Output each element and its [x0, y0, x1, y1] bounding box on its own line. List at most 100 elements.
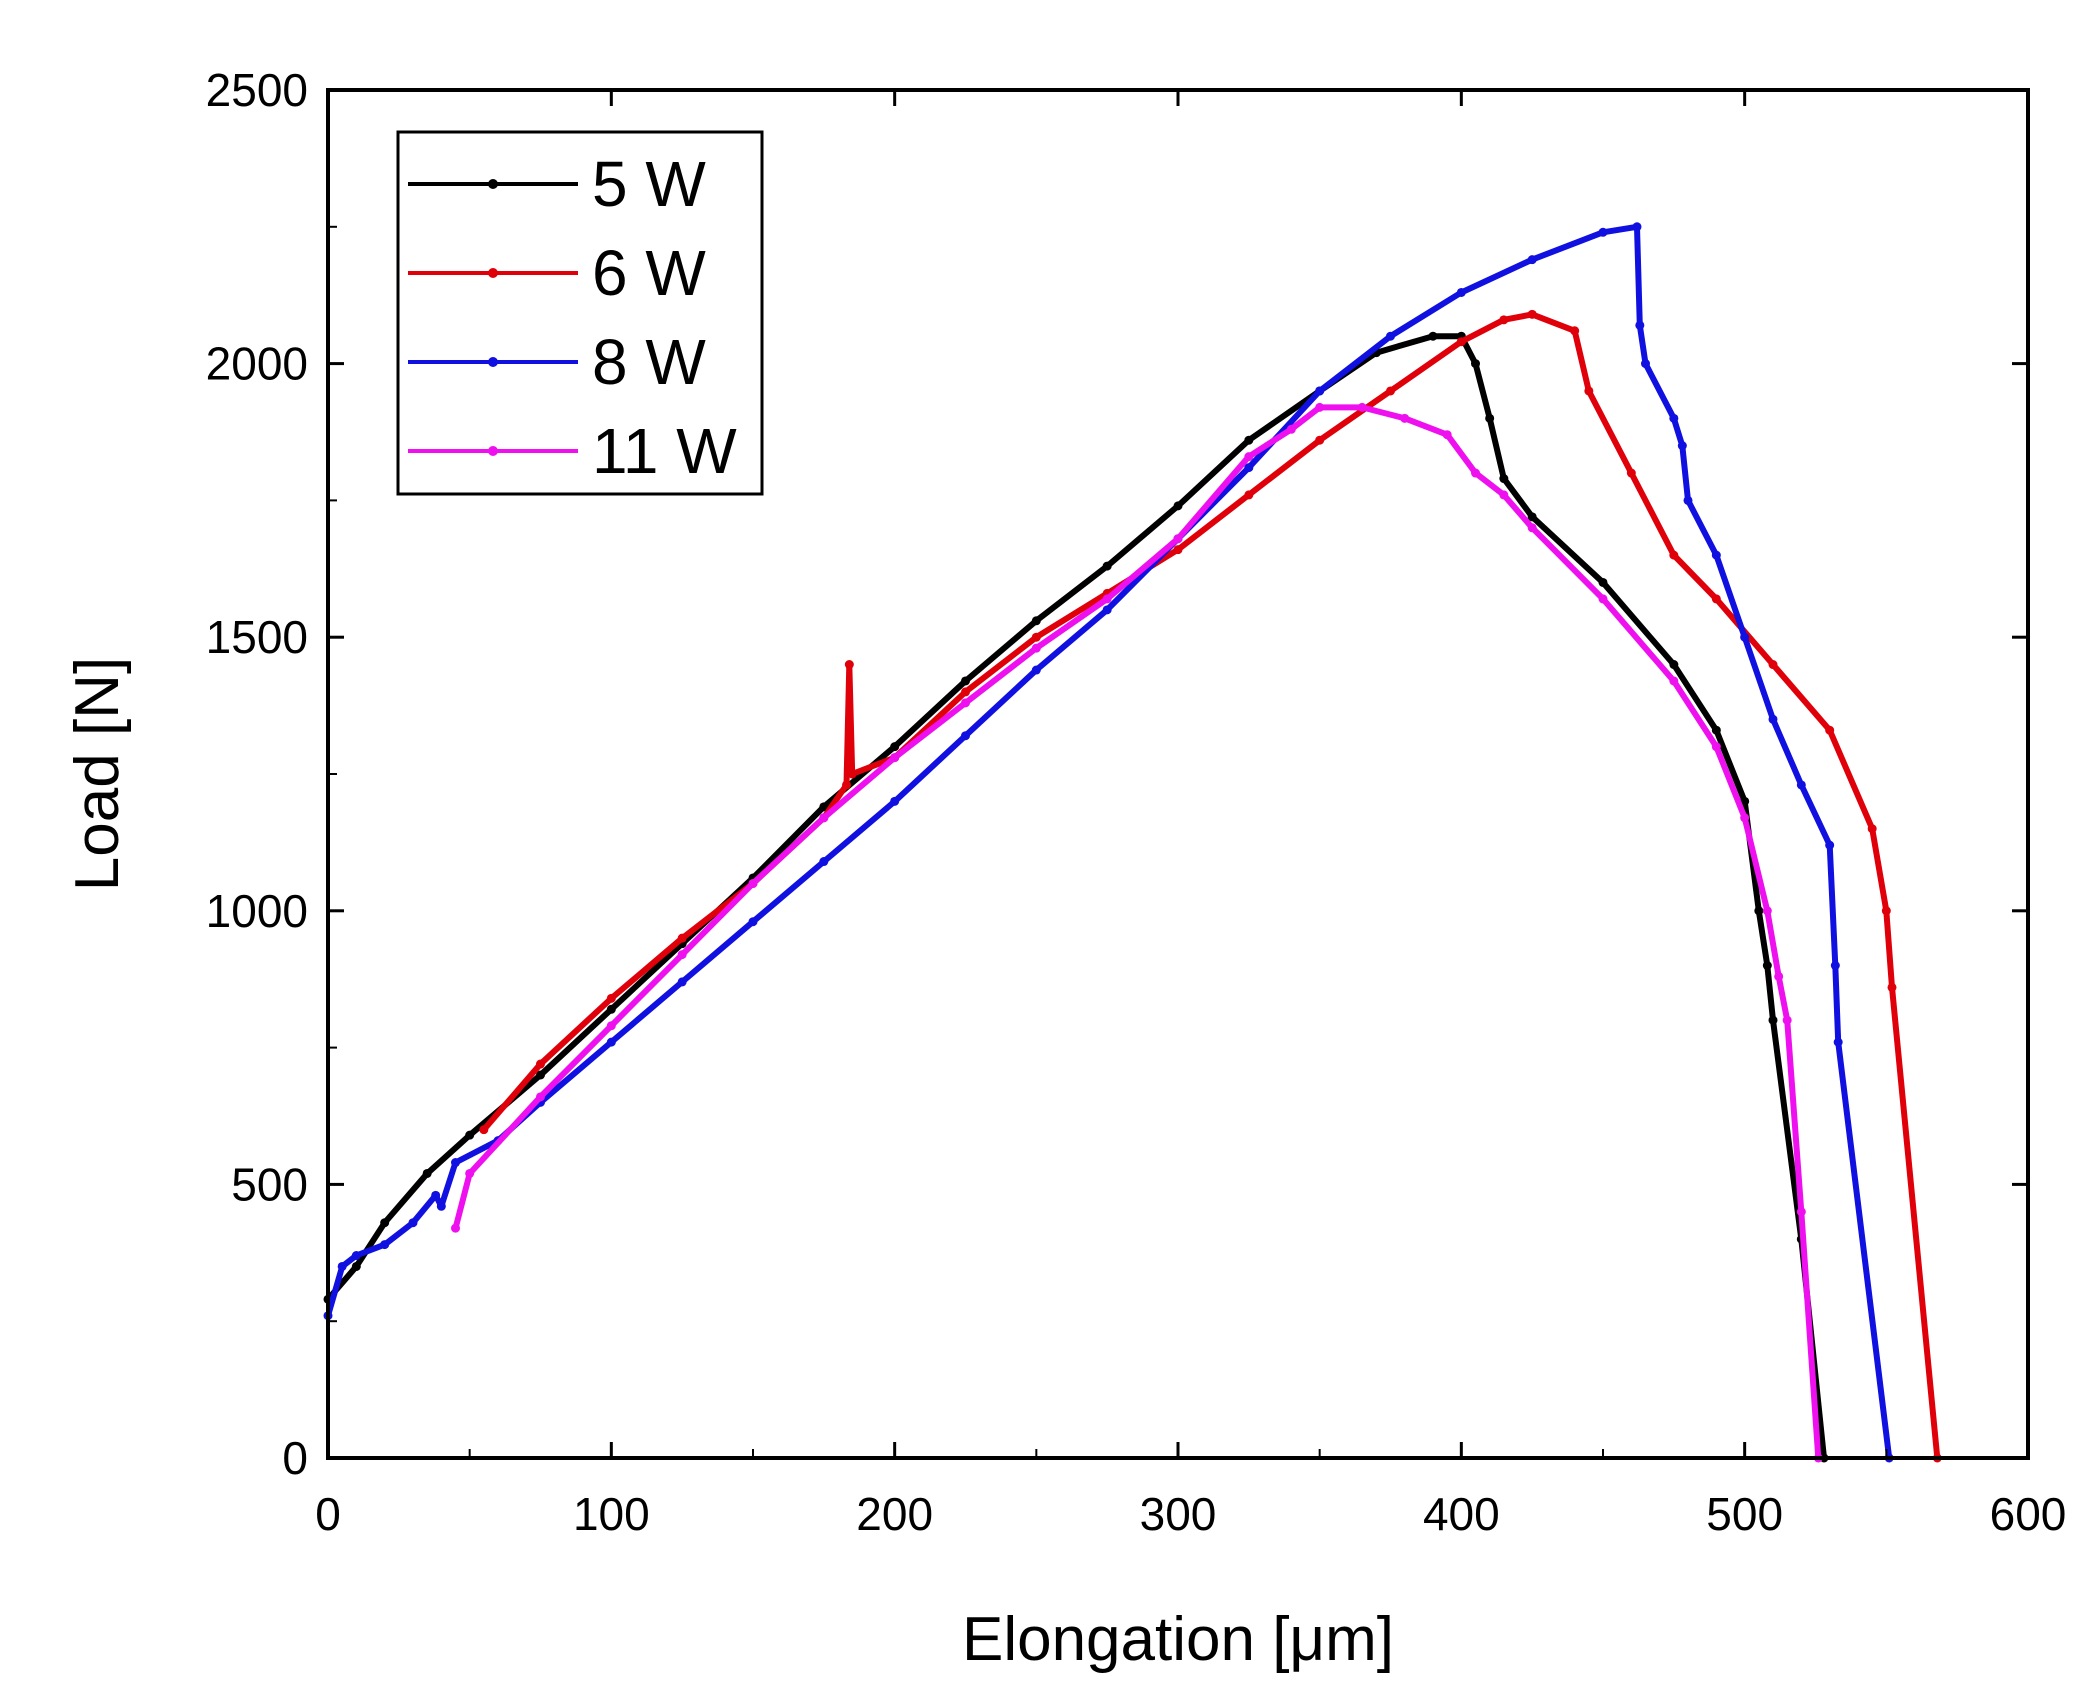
data-point-8w — [1598, 227, 1608, 237]
data-point-6w — [1669, 550, 1679, 560]
legend-box — [396, 130, 764, 496]
data-point-6w — [1626, 468, 1636, 478]
data-point-11w — [1173, 534, 1183, 544]
data-point-5w — [1244, 435, 1254, 445]
data-point-5w — [1428, 331, 1438, 341]
data-point-8w — [1768, 714, 1778, 724]
data-point-8w — [1456, 287, 1466, 297]
data-point-6w — [677, 933, 687, 943]
data-point-5w — [1598, 577, 1608, 587]
data-point-5w — [1485, 413, 1495, 423]
legend-label-5w: 5 W — [592, 148, 706, 220]
data-point-11w — [1527, 523, 1537, 533]
data-point-8w — [408, 1218, 418, 1228]
data-point-5w — [1173, 501, 1183, 511]
data-point-6w — [1315, 435, 1325, 445]
y-tick-label: 1500 — [206, 611, 308, 663]
data-point-11w — [1711, 742, 1721, 752]
data-point-6w — [1456, 337, 1466, 347]
data-point-5w — [1740, 796, 1750, 806]
data-point-6w — [1570, 326, 1580, 336]
data-point-11w — [1762, 906, 1772, 916]
data-point-6w — [1887, 982, 1897, 992]
data-point-6w — [1881, 906, 1891, 916]
data-point-11w — [819, 813, 829, 823]
data-point-8w — [819, 857, 829, 867]
data-point-5w — [536, 1070, 545, 1080]
data-point-11w — [1669, 676, 1679, 686]
data-point-8w — [1825, 840, 1835, 850]
data-point-8w — [1830, 961, 1840, 971]
data-point-8w — [890, 796, 900, 806]
data-point-11w — [1598, 594, 1608, 604]
data-point-6w — [847, 769, 857, 779]
data-point-11w — [1774, 971, 1784, 981]
legend-label-6w: 6 W — [592, 237, 706, 309]
data-point-5w — [465, 1130, 475, 1140]
data-point-11w — [1499, 490, 1509, 500]
data-point-11w — [890, 753, 900, 763]
data-point-6w — [844, 660, 854, 670]
data-point-6w — [1499, 315, 1509, 325]
data-point-8w — [1669, 413, 1679, 423]
x-tick-label: 600 — [1990, 1488, 2067, 1540]
legend-marker-5w — [488, 179, 498, 189]
data-point-5w — [961, 676, 970, 686]
legend-marker-11w — [488, 446, 498, 456]
data-point-6w — [479, 1125, 489, 1135]
data-point-5w — [1499, 474, 1509, 484]
data-point-5w — [1768, 1015, 1778, 1025]
x-tick-label: 400 — [1423, 1488, 1500, 1540]
tick-layer: 0 100 200 300 400 500 600 0 500 1000 1500 2000 2500 — [206, 64, 2067, 1540]
data-point-5w — [1762, 961, 1772, 971]
data-point-8w — [1833, 1037, 1843, 1047]
data-point-6w — [842, 780, 851, 790]
data-point-11w — [1286, 424, 1296, 434]
x-axis-title: Elongation [μm] — [962, 1605, 1394, 1674]
data-point-8w — [1677, 441, 1687, 451]
data-point-11w — [1031, 643, 1041, 653]
data-point-5w — [1754, 906, 1764, 916]
data-point-11w — [1315, 402, 1325, 412]
data-point-5w — [606, 1004, 616, 1014]
data-point-6w — [1584, 386, 1594, 396]
data-point-11w — [748, 878, 758, 888]
data-point-5w — [1711, 725, 1721, 735]
data-point-11w — [1400, 413, 1410, 423]
data-point-8w — [1683, 495, 1693, 505]
legend-marker-8w — [488, 357, 498, 367]
y-tick-label: 2500 — [206, 64, 308, 116]
data-point-5w — [1031, 616, 1041, 626]
data-point-11w — [606, 1021, 616, 1031]
data-point-11w — [677, 950, 687, 960]
data-point-11w — [465, 1168, 475, 1178]
data-point-11w — [451, 1223, 460, 1233]
data-point-11w — [1102, 594, 1112, 604]
data-point-6w — [1768, 660, 1778, 670]
data-point-6w — [606, 993, 616, 1003]
data-point-11w — [1244, 452, 1254, 462]
legend-label-8w: 8 W — [592, 326, 706, 398]
data-point-8w — [1740, 632, 1750, 642]
data-point-11w — [1782, 1015, 1792, 1025]
data-point-8w — [1641, 359, 1650, 369]
data-point-5w — [1102, 561, 1112, 571]
data-point-8w — [1244, 463, 1254, 473]
x-tick-label: 0 — [315, 1488, 341, 1540]
data-point-5w — [819, 802, 829, 812]
data-point-8w — [1315, 386, 1325, 396]
data-point-8w — [380, 1240, 390, 1250]
data-point-8w — [1796, 780, 1806, 790]
data-point-8w — [1632, 222, 1642, 232]
data-point-8w — [1635, 320, 1645, 330]
x-tick-label: 100 — [573, 1488, 650, 1540]
data-point-11w — [1740, 813, 1750, 823]
data-point-6w — [1867, 824, 1877, 834]
data-point-11w — [1796, 1207, 1806, 1217]
data-point-8w — [677, 977, 687, 987]
data-point-8w — [748, 917, 758, 927]
data-point-5w — [1527, 512, 1537, 522]
data-point-6w — [1527, 309, 1537, 319]
legend: 5 W 6 W 8 W 11 W — [396, 130, 764, 496]
